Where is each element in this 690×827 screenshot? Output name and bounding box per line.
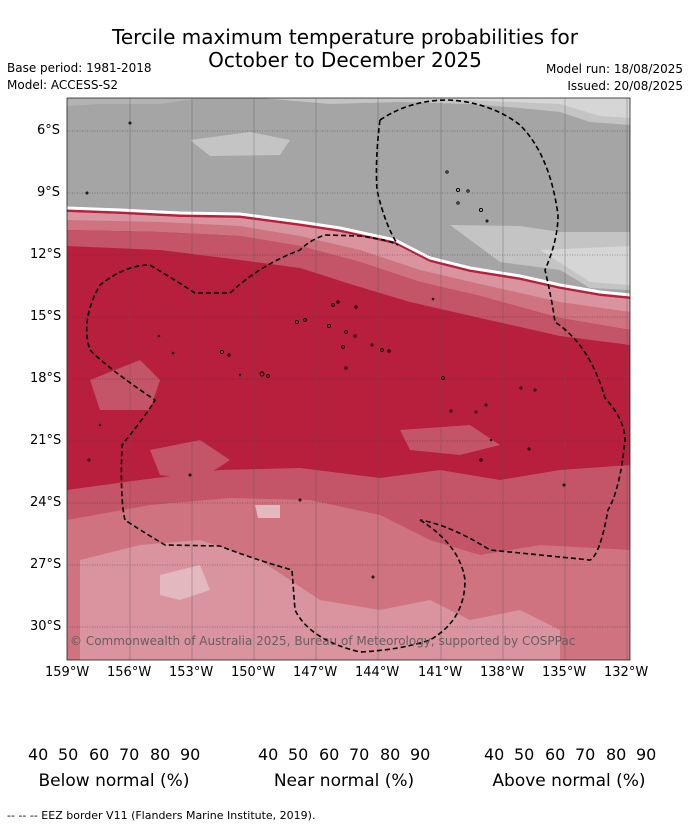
- title-line-1: Tercile maximum temperature probabilitie…: [112, 25, 578, 49]
- colorbar-tick: 50: [514, 745, 535, 764]
- lat-label: 21°S: [30, 433, 62, 448]
- lon-label: 156°W: [107, 665, 152, 680]
- lat-label: 12°S: [30, 247, 62, 262]
- lon-label: 153°W: [169, 665, 214, 680]
- model-name: Model: ACCESS-S2: [7, 78, 119, 92]
- model-run: Model run: 18/08/2025: [545, 62, 683, 76]
- lat-label: 27°S: [30, 557, 62, 572]
- colorbar-tick: 90: [180, 745, 201, 764]
- base-period: Base period: 1981-2018: [7, 61, 152, 75]
- lon-label: 132°W: [604, 665, 649, 680]
- islands: [85, 121, 566, 579]
- issued-date: Issued: 20/08/2025: [567, 79, 683, 93]
- lon-label: 135°W: [542, 665, 587, 680]
- map-frame: [66, 97, 631, 661]
- lat-label: 6°S: [37, 123, 61, 138]
- colorbar-tick: 50: [288, 745, 309, 764]
- colorbar-tick: 70: [575, 745, 596, 764]
- lat-label: 15°S: [30, 309, 62, 324]
- colorbar-tick: 70: [349, 745, 370, 764]
- colorbar-tick: 80: [380, 745, 401, 764]
- colorbar-tick: 60: [319, 745, 340, 764]
- colorbar-tick: 90: [636, 745, 657, 764]
- lat-label: 24°S: [30, 495, 62, 510]
- probability-map: [66, 97, 631, 661]
- colorbar-tick: 80: [150, 745, 171, 764]
- colorbar-tick: 40: [28, 745, 49, 764]
- lat-label: 9°S: [37, 185, 61, 200]
- colorbar-tick: 40: [484, 745, 505, 764]
- lat-label: 30°S: [30, 619, 62, 634]
- title-line-2: October to December 2025: [208, 48, 482, 72]
- map-fill-layer: [67, 98, 630, 660]
- lon-label: 159°W: [45, 665, 90, 680]
- lon-label: 147°W: [293, 665, 338, 680]
- copyright-notice: © Commonwealth of Australia 2025, Bureau…: [70, 634, 576, 648]
- lon-label: 144°W: [355, 665, 400, 680]
- colorbar-tick: 80: [606, 745, 627, 764]
- colorbar-below-label: Below normal (%): [38, 771, 190, 791]
- colorbar-tick: 50: [58, 745, 79, 764]
- colorbar-tick: 40: [258, 745, 279, 764]
- colorbar-tick: 70: [119, 745, 140, 764]
- lon-label: 150°W: [231, 665, 276, 680]
- colorbar-near-label: Near normal (%): [273, 771, 415, 791]
- lon-label: 141°W: [418, 665, 463, 680]
- colorbar-tick: 90: [410, 745, 431, 764]
- lat-label: 18°S: [30, 371, 62, 386]
- colorbar-tick: 60: [545, 745, 566, 764]
- colorbar-above-label: Above normal (%): [492, 771, 646, 791]
- eez-footnote: -- -- -- EEZ border V11 (Flanders Marine…: [7, 809, 316, 822]
- colorbar-tick: 60: [89, 745, 110, 764]
- lon-label: 138°W: [480, 665, 525, 680]
- eez-border: [85, 99, 626, 653]
